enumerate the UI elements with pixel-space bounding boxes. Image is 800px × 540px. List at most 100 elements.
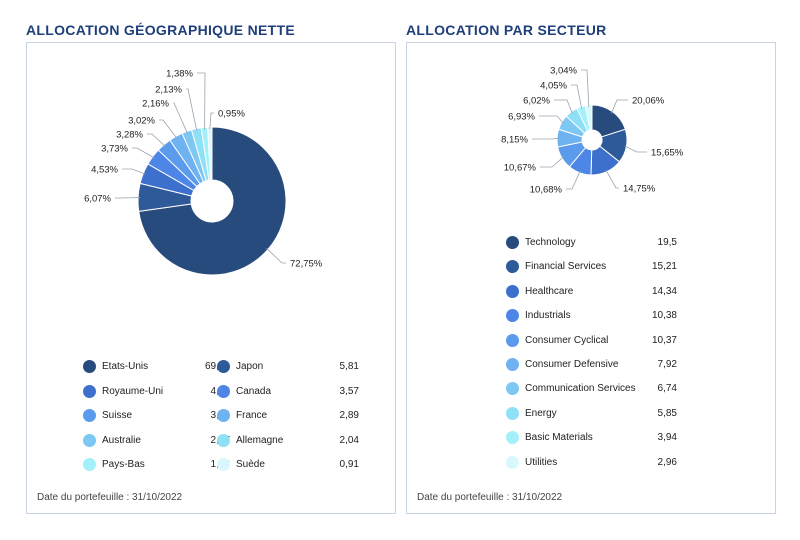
legend-value: 3,94 <box>657 432 677 444</box>
sector-donut-chart: 20,06% 15,65% 14,75% 10,68% 10,67% 8,15% 6,93%… <box>501 66 684 196</box>
legend-color-dot <box>83 384 96 398</box>
legend-value: 3,57 <box>339 385 359 397</box>
legend-color-dot <box>83 433 96 447</box>
donut-slice <box>207 126 213 181</box>
leader-line <box>266 247 286 264</box>
portfolio-date: Date du portefeuille : 31/10/2022 <box>37 492 183 503</box>
legend-value: 5,81 <box>339 361 359 372</box>
legend-label: Suisse <box>102 410 133 421</box>
legend-value: 10,38 <box>651 310 677 322</box>
donut-slice <box>584 104 593 131</box>
legend-label: Japon <box>236 361 264 372</box>
data-label: 72,75% <box>290 259 323 270</box>
legend-color-dot <box>506 431 519 445</box>
legend-value: 2,04 <box>339 434 359 446</box>
leader-line <box>209 112 214 130</box>
data-label: 6,02% <box>523 96 550 107</box>
legend-color-dot <box>506 382 519 396</box>
leader-line <box>539 115 564 124</box>
data-label: 1,38% <box>166 69 193 80</box>
legend-label: Utilities <box>525 456 558 468</box>
data-label: 2,16% <box>142 99 169 110</box>
geo-allocation-panel: 72,75% 6,07% 4,53% 3,73% 3,28% 3,02% 2,16% 2,13… <box>26 42 396 514</box>
data-label: 2,13% <box>155 85 182 96</box>
leader-line <box>173 102 188 134</box>
legend-color-dot <box>506 455 519 469</box>
leader-line <box>159 119 178 139</box>
legend-label: Healthcare <box>525 285 574 297</box>
leader-line <box>581 69 590 108</box>
legend-value: 19,5 <box>657 237 677 248</box>
leader-line <box>611 99 628 114</box>
data-label: 3,28% <box>116 130 143 141</box>
legend-label: Consumer Cyclical <box>525 334 609 346</box>
legend-label: Financial Services <box>525 261 607 273</box>
leader-line <box>624 145 647 153</box>
leader-line <box>554 99 573 114</box>
legend-color-dot <box>506 406 519 420</box>
data-label: 4,53% <box>91 165 118 176</box>
leader-line <box>605 169 619 189</box>
legend-color-dot <box>506 260 519 274</box>
legend-color-dot <box>217 409 230 422</box>
legend-label: Canada <box>236 385 272 397</box>
legend-color-dot <box>217 433 230 447</box>
legend-color-dot <box>217 384 230 398</box>
legend-value: 2,96 <box>657 456 677 468</box>
legend-color-dot <box>506 358 519 371</box>
legend-color-dot <box>217 458 230 471</box>
legend-color-dot <box>83 409 96 422</box>
legend-label: Communication Services <box>525 383 636 395</box>
legend-label: Pays-Bas <box>102 459 145 470</box>
data-label: 10,67% <box>504 163 537 174</box>
legend-value: 14,34 <box>651 285 677 297</box>
legend-color-dot <box>506 284 519 298</box>
legend-label: Basic Materials <box>525 432 593 444</box>
legend-value: 0,91 <box>339 459 359 470</box>
legend-value: 5,85 <box>657 407 677 419</box>
data-label: 15,65% <box>651 148 684 159</box>
geo-allocation-title: ALLOCATION GÉOGRAPHIQUE NETTE <box>26 22 295 38</box>
legend-value: 7,92 <box>657 359 677 370</box>
data-label: 3,04% <box>550 66 577 77</box>
portfolio-date: Date du portefeuille : 31/10/2022 <box>417 492 563 503</box>
legend-value: 6,74 <box>657 383 677 395</box>
sector-allocation-panel: 20,06% 15,65% 14,75% 10,68% 10,67% 8,15% 6,93%… <box>406 42 776 514</box>
data-label: 3,73% <box>101 144 128 155</box>
data-label: 4,05% <box>540 81 567 92</box>
data-label: 8,15% <box>501 135 528 146</box>
data-label: 0,95% <box>218 109 245 120</box>
legend-label: Industrials <box>525 310 571 322</box>
sector-allocation-title: ALLOCATION PAR SECTEUR <box>406 22 607 38</box>
leader-line <box>571 84 583 109</box>
legend-label: Allemagne <box>236 434 284 446</box>
donut-slice <box>138 126 287 276</box>
data-label: 3,02% <box>128 116 155 127</box>
legend-color-dot <box>506 333 519 347</box>
data-label: 14,75% <box>623 184 656 195</box>
data-label: 20,06% <box>632 96 665 107</box>
legend-value: 10,37 <box>651 334 677 346</box>
leader-line <box>132 147 155 159</box>
data-label: 6,93% <box>508 112 535 123</box>
legend-label: Technology <box>525 237 576 248</box>
legend-label: Suède <box>236 459 265 470</box>
leader-line <box>147 133 166 147</box>
legend-label: Consumer Defensive <box>525 359 619 370</box>
legend-label: Energy <box>525 407 557 419</box>
legend-color-dot <box>506 236 519 249</box>
leader-line <box>197 72 206 130</box>
legend-value: 2,89 <box>339 410 359 421</box>
leader-line <box>186 88 198 131</box>
data-label: 10,68% <box>530 185 563 196</box>
legend-label: Royaume-Uni <box>102 385 164 397</box>
legend-label: France <box>236 410 268 421</box>
leader-line <box>566 170 581 190</box>
legend-color-dot <box>506 309 519 323</box>
leader-line <box>122 168 146 175</box>
leader-line <box>115 197 141 199</box>
legend-label: Australie <box>102 434 141 446</box>
legend-value: 15,21 <box>651 261 677 273</box>
legend-label: Etats-Unis <box>102 361 149 372</box>
geo-donut-chart: 72,75% 6,07% 4,53% 3,73% 3,28% 3,02% 2,16% 2,13… <box>84 69 323 276</box>
